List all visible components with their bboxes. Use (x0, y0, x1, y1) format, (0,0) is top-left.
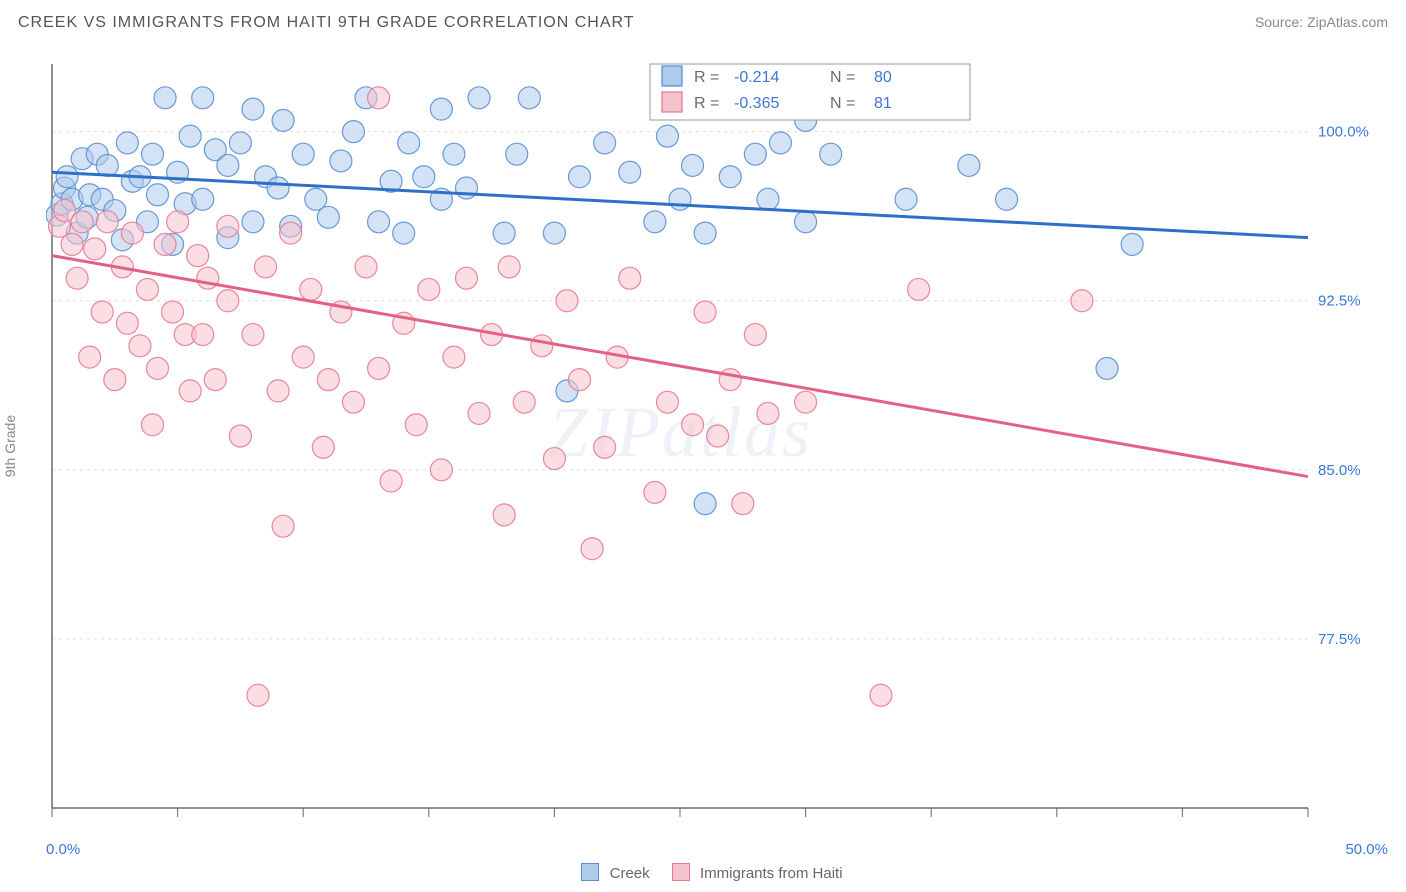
chart-source: Source: ZipAtlas.com (1255, 14, 1388, 30)
svg-text:R =: R = (694, 69, 719, 86)
svg-text:85.0%: 85.0% (1318, 462, 1361, 479)
legend-swatch-haiti (672, 863, 690, 881)
legend-label-haiti: Immigrants from Haiti (700, 865, 843, 882)
chart-plot-area: 77.5%85.0%92.5%100.0%ZIPatlasR =-0.214N … (46, 54, 1388, 836)
scatter-chart: 77.5%85.0%92.5%100.0%ZIPatlasR =-0.214N … (46, 54, 1388, 836)
x-axis-min-label: 0.0% (46, 841, 80, 858)
svg-text:N =: N = (830, 95, 855, 112)
bottom-legend: Creek Immigrants from Haiti (0, 863, 1406, 882)
svg-text:-0.365: -0.365 (734, 95, 779, 112)
svg-text:-0.214: -0.214 (734, 69, 779, 86)
svg-text:N =: N = (830, 69, 855, 86)
svg-text:100.0%: 100.0% (1318, 124, 1369, 141)
chart-title: CREEK VS IMMIGRANTS FROM HAITI 9TH GRADE… (18, 14, 635, 32)
y-axis-label: 9th Grade (2, 415, 18, 477)
x-axis-max-label: 50.0% (1345, 841, 1388, 858)
svg-text:77.5%: 77.5% (1318, 631, 1361, 648)
legend-label-creek: Creek (610, 865, 650, 882)
svg-text:80: 80 (874, 69, 892, 86)
legend-swatch-creek (581, 863, 599, 881)
svg-text:R =: R = (694, 95, 719, 112)
svg-text:92.5%: 92.5% (1318, 293, 1361, 310)
svg-text:81: 81 (874, 95, 892, 112)
